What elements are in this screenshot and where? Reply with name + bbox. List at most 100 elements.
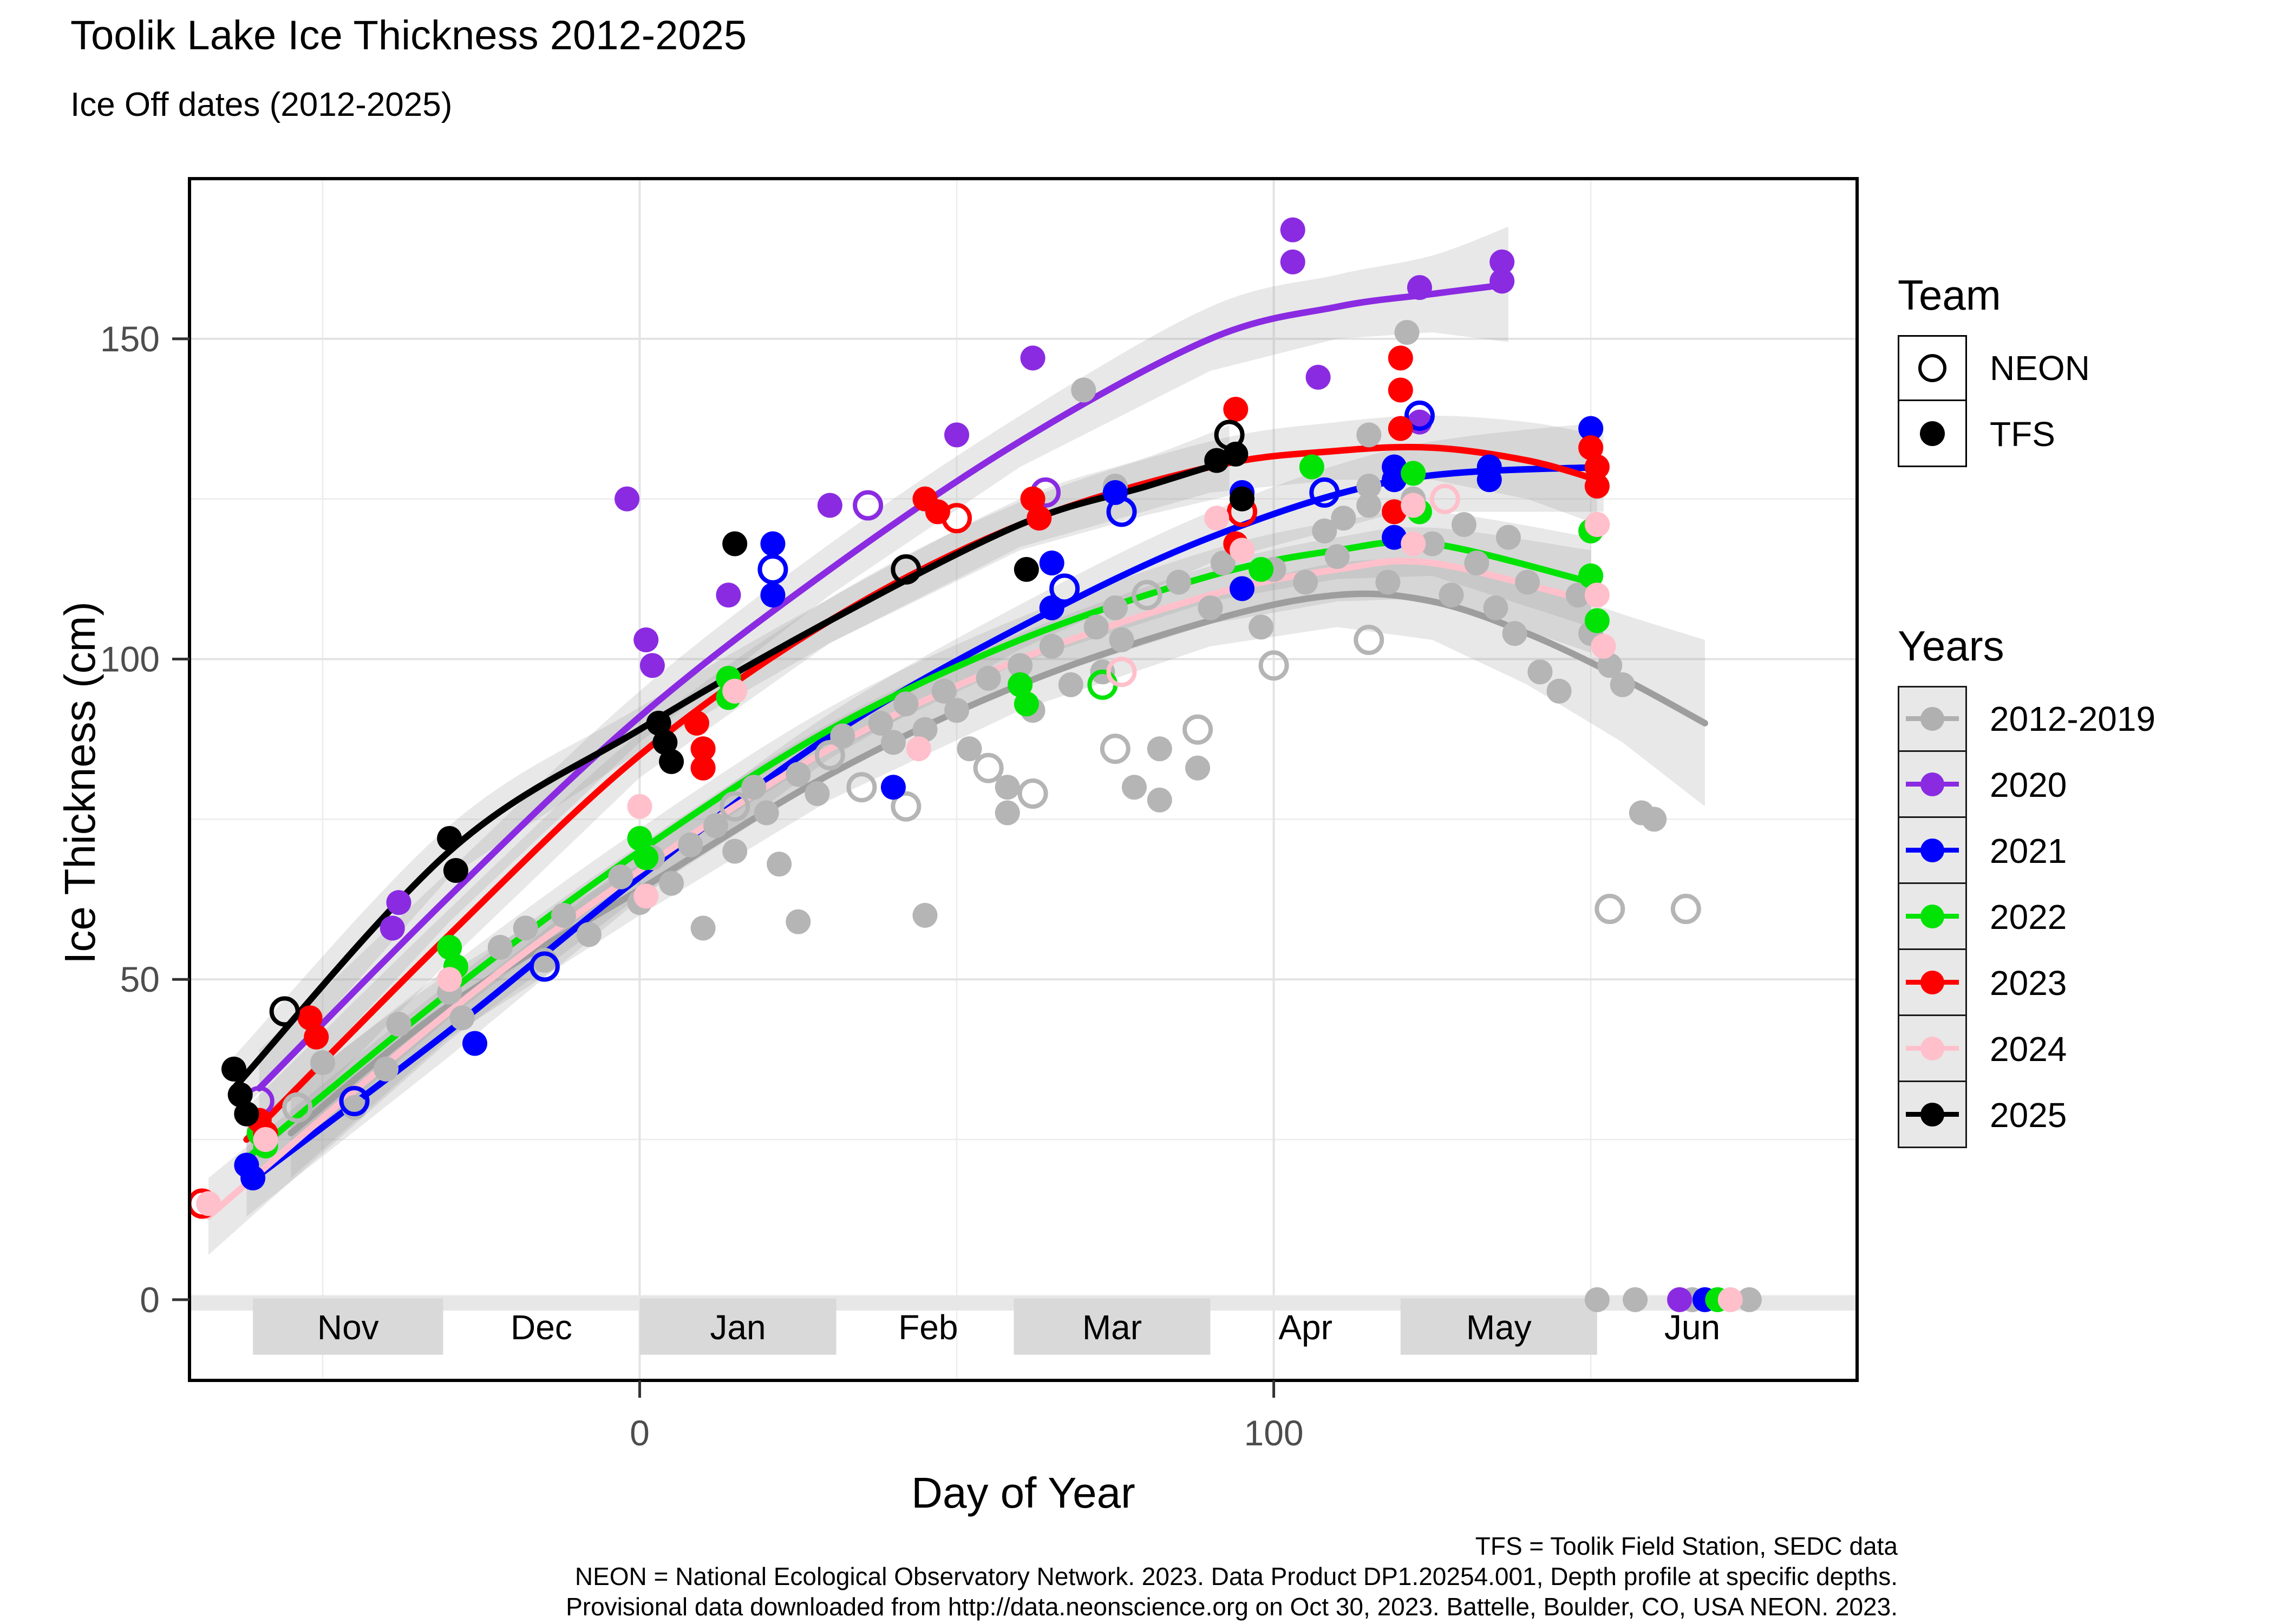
year-key-box xyxy=(1898,884,1967,950)
legend-item-year-2024[interactable]: 2024 xyxy=(1898,1016,2155,1082)
point-tfs-2023 xyxy=(1027,506,1052,531)
point-tfs-2012-2019 xyxy=(1375,569,1401,595)
point-tfs-2012-2019 xyxy=(722,839,748,864)
point-tfs-2020 xyxy=(817,493,842,518)
point-tfs-2021 xyxy=(1382,467,1407,493)
legend-item-year-2012-2019[interactable]: 2012-2019 xyxy=(1898,686,2155,752)
point-neon-2021 xyxy=(1404,400,1435,431)
point-tfs-2022 xyxy=(1299,454,1324,480)
legend-team: Team NEON TFS xyxy=(1898,271,2090,467)
point-neon-2012-2019 xyxy=(282,1092,313,1123)
legend-item-year-2023[interactable]: 2023 xyxy=(1898,950,2155,1016)
point-tfs-2023 xyxy=(684,710,709,736)
point-tfs-2012-2019 xyxy=(1121,775,1147,800)
legend-item-label: TFS xyxy=(1990,415,2055,454)
point-tfs-2023 xyxy=(1584,474,1610,499)
point-tfs-2012-2019 xyxy=(1546,678,1572,704)
point-tfs-2012-2019 xyxy=(1249,614,1274,640)
point-tfs-2012-2019 xyxy=(868,710,893,736)
year-key-box xyxy=(1898,686,1967,752)
point-tfs-2012-2019 xyxy=(1109,627,1134,653)
point-tfs-2012-2019 xyxy=(880,730,906,755)
legend-item-label: 2025 xyxy=(1990,1096,2067,1135)
point-neon-2012-2019 xyxy=(1182,714,1213,745)
point-tfs-2024 xyxy=(1401,493,1426,518)
legend-item-year-2025[interactable]: 2025 xyxy=(1898,1082,2155,1148)
point-tfs-2012-2019 xyxy=(805,781,830,807)
legend-item-year-2021[interactable]: 2021 xyxy=(1898,818,2155,884)
point-tfs-2021 xyxy=(462,1031,487,1056)
point-tfs-2020 xyxy=(1305,364,1331,390)
point-tfs-2021 xyxy=(760,531,786,556)
y-tick-label: 50 xyxy=(120,959,160,999)
year-key-box xyxy=(1898,818,1967,884)
point-tfs-2020 xyxy=(1489,269,1515,294)
month-strip: Nov Dec Jan Feb Mar Apr May Jun xyxy=(190,1295,1857,1355)
point-tfs-2020 xyxy=(633,627,659,653)
month-box-Nov xyxy=(253,1298,443,1355)
point-tfs-2012-2019 xyxy=(1102,595,1128,620)
point-tfs-2022 xyxy=(1401,461,1426,486)
point-tfs-2024 xyxy=(906,736,931,762)
point-tfs-2022 xyxy=(1578,563,1604,588)
point-tfs-2012-2019 xyxy=(1439,582,1464,608)
legend-item-tfs[interactable]: TFS xyxy=(1898,401,2090,467)
point-neon-2021 xyxy=(757,554,788,585)
point-tfs-2012-2019 xyxy=(912,902,938,928)
neon-key-box xyxy=(1898,335,1967,401)
point-tfs-2012-2019 xyxy=(608,864,633,889)
point-tfs-2012-2019 xyxy=(1071,377,1096,403)
month-label-Apr: Apr xyxy=(1278,1308,1332,1347)
point-neon-2025 xyxy=(1214,420,1245,450)
year-key-box xyxy=(1898,950,1967,1016)
point-tfs-2020 xyxy=(944,422,970,448)
point-tfs-2012-2019 xyxy=(690,915,716,941)
point-tfs-2012-2019 xyxy=(995,775,1020,800)
point-tfs-2021 xyxy=(1578,416,1604,441)
point-tfs-2023 xyxy=(1020,486,1045,512)
point-tfs-2012-2019 xyxy=(957,736,982,762)
points-2025 xyxy=(221,420,1255,1127)
point-neon-2012-2019 xyxy=(1100,734,1131,764)
month-label-Nov: Nov xyxy=(317,1308,379,1347)
point-neon-2024 xyxy=(1429,483,1460,514)
point-tfs-2023 xyxy=(1388,416,1413,441)
point-tfs-2012-2019 xyxy=(1394,320,1420,345)
point-tfs-2012-2019 xyxy=(1147,787,1172,813)
point-icon xyxy=(1920,707,1944,731)
chart-subtitle: Ice Off dates (2012-2025) xyxy=(70,86,453,123)
point-tfs-2012-2019 xyxy=(1736,1287,1762,1312)
point-tfs-2012-2019 xyxy=(754,800,779,826)
point-tfs-2021 xyxy=(1039,551,1064,576)
point-tfs-2020 xyxy=(1667,1287,1693,1312)
month-box-Mar xyxy=(1014,1298,1211,1355)
point-tfs-2012-2019 xyxy=(551,902,576,928)
point-tfs-2025 xyxy=(443,858,468,883)
point-tfs-2012-2019 xyxy=(1356,493,1382,518)
point-tfs-2020 xyxy=(1407,275,1432,300)
point-neon-2012-2019 xyxy=(1258,650,1289,681)
tfs-key-box xyxy=(1898,401,1967,467)
panel-background xyxy=(190,179,1857,1380)
points-2012-2019 xyxy=(282,320,1762,1312)
legend-item-year-2022[interactable]: 2022 xyxy=(1898,884,2155,950)
ci-ribbon-2022 xyxy=(246,511,1591,1191)
legend-item-year-2020[interactable]: 2020 xyxy=(1898,752,2155,818)
point-tfs-2012-2019 xyxy=(1147,736,1172,762)
point-tfs-2012-2019 xyxy=(310,1050,335,1076)
point-tfs-2020 xyxy=(1489,249,1515,274)
point-tfs-2012-2019 xyxy=(1166,569,1191,595)
point-tfs-2012-2019 xyxy=(703,813,729,839)
caption-line-1: TFS = Toolik Field Station, SEDC data xyxy=(1475,1532,1898,1560)
point-tfs-2020 xyxy=(386,890,411,915)
year-key-box xyxy=(1898,752,1967,818)
point-tfs-2012-2019 xyxy=(1527,659,1553,685)
points-2024 xyxy=(196,483,1743,1312)
point-neon-2021 xyxy=(529,951,560,982)
legend-item-neon[interactable]: NEON xyxy=(1898,335,2090,401)
point-tfs-2012-2019 xyxy=(995,800,1020,826)
point-neon-2021 xyxy=(1309,477,1340,508)
chart-title: Toolik Lake Ice Thickness 2012-2025 xyxy=(70,12,747,58)
point-tfs-2012-2019 xyxy=(576,922,602,947)
